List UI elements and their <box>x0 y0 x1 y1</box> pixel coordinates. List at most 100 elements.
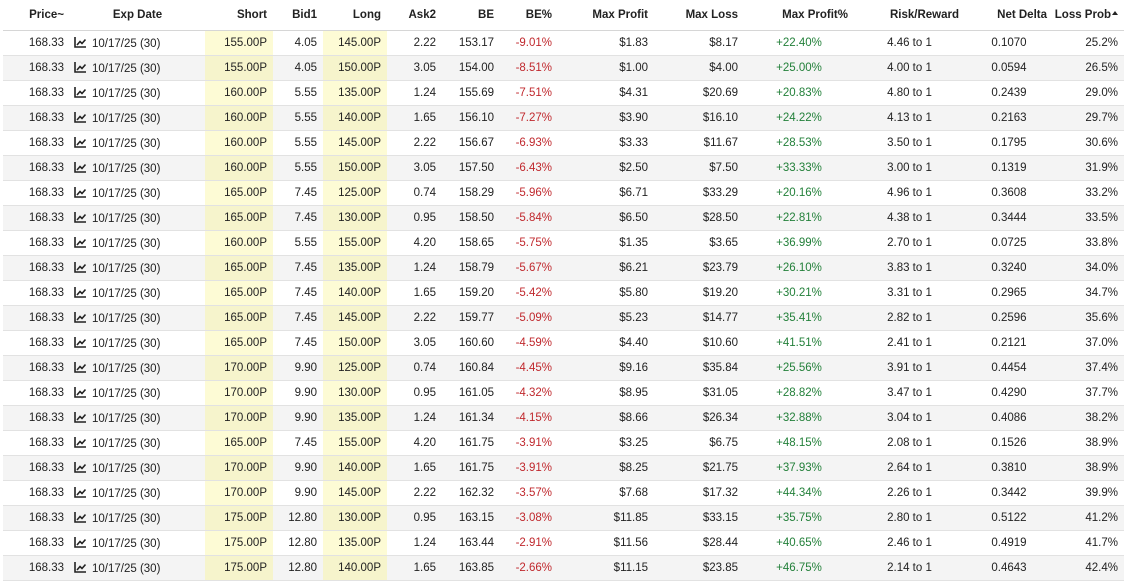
cell-net-delta: 0.0594 <box>965 55 1053 81</box>
cell-ask2: 1.24 <box>387 80 442 106</box>
col-header-risk-reward[interactable]: Risk/Reward <box>854 0 965 31</box>
chart-line-icon[interactable] <box>74 186 86 198</box>
cell-be: 159.20 <box>442 280 500 306</box>
table-row[interactable]: 168.33 10/17/25 (30) 160.00P 5.55 145.00P 2.2… <box>3 130 1124 156</box>
chart-line-icon[interactable] <box>74 36 86 48</box>
chart-line-icon[interactable] <box>74 61 86 73</box>
chart-line-icon[interactable] <box>74 511 86 523</box>
cell-risk-reward: 2.82 to 1 <box>854 305 965 331</box>
cell-be-pct: -4.45% <box>500 355 558 381</box>
cell-loss-prob: 38.9% <box>1053 455 1124 481</box>
table-row[interactable]: 168.33 10/17/25 (30) 175.00P 12.80 130.00P 0.… <box>3 505 1124 531</box>
chart-line-icon[interactable] <box>74 361 86 373</box>
chart-line-icon[interactable] <box>74 161 86 173</box>
table-row[interactable]: 168.33 10/17/25 (30) 175.00P 12.80 140.00P 1.… <box>3 555 1124 581</box>
table-row[interactable]: 168.33 10/17/25 (30) 170.00P 9.90 130.00P 0.9… <box>3 380 1124 406</box>
table-row[interactable]: 168.33 10/17/25 (30) 165.00P 7.45 135.00P 1.2… <box>3 255 1124 281</box>
cell-be: 160.84 <box>442 355 500 381</box>
col-header-bid1[interactable]: Bid1 <box>273 0 323 31</box>
table-row[interactable]: 168.33 10/17/25 (30) 165.00P 7.45 145.00P 2.2… <box>3 305 1124 331</box>
col-header-price[interactable]: Price~ <box>3 0 70 31</box>
cell-bid1: 9.90 <box>273 405 323 431</box>
chart-line-icon[interactable] <box>74 336 86 348</box>
table-row[interactable]: 168.33 10/17/25 (30) 165.00P 7.45 155.00P 4.2… <box>3 430 1124 456</box>
cell-exp-date: 10/17/25 (30) <box>70 505 205 531</box>
chart-line-icon[interactable] <box>74 311 86 323</box>
col-header-exp-date[interactable]: Exp Date <box>70 0 205 31</box>
cell-be-pct: -8.51% <box>500 55 558 81</box>
chart-line-icon[interactable] <box>74 486 86 498</box>
col-header-short[interactable]: Short <box>205 0 273 31</box>
chart-line-icon[interactable] <box>74 136 86 148</box>
sort-ascending-icon[interactable] <box>1112 11 1118 15</box>
col-header-max-loss[interactable]: Max Loss <box>654 0 744 31</box>
table-row[interactable]: 168.33 10/17/25 (30) 170.00P 9.90 140.00P 1.6… <box>3 455 1124 481</box>
cell-net-delta: 0.2439 <box>965 80 1053 106</box>
chart-line-icon[interactable] <box>74 386 86 398</box>
col-header-net-delta[interactable]: Net Delta <box>965 0 1053 31</box>
chart-line-icon[interactable] <box>74 111 86 123</box>
cell-be: 158.79 <box>442 255 500 281</box>
chart-line-icon[interactable] <box>74 86 86 98</box>
cell-bid1: 7.45 <box>273 430 323 456</box>
col-header-be[interactable]: BE <box>442 0 500 31</box>
col-header-risk-reward-label: Risk/Reward <box>889 9 959 21</box>
table-row[interactable]: 168.33 10/17/25 (30) 160.00P 5.55 150.00P 3.0… <box>3 155 1124 181</box>
cell-max-loss: $16.10 <box>654 105 744 131</box>
cell-ask2: 0.74 <box>387 180 442 206</box>
cell-exp-date-text: 10/17/25 (30) <box>92 337 161 350</box>
chart-line-icon[interactable] <box>74 236 86 248</box>
cell-be-pct: -4.15% <box>500 405 558 431</box>
table-row[interactable]: 168.33 10/17/25 (30) 160.00P 5.55 140.00P 1.6… <box>3 105 1124 131</box>
cell-max-profit: $4.31 <box>558 80 654 106</box>
cell-price: 168.33 <box>3 480 70 506</box>
cell-long: 135.00P <box>323 530 387 556</box>
cell-max-loss: $3.65 <box>654 230 744 256</box>
col-header-max-profit-pct[interactable]: Max Profit% <box>744 0 854 31</box>
chart-line-icon[interactable] <box>74 411 86 423</box>
table-row[interactable]: 168.33 10/17/25 (30) 160.00P 5.55 155.00P 4.2… <box>3 230 1124 256</box>
cell-be-pct: -5.42% <box>500 280 558 306</box>
chart-line-icon[interactable] <box>74 261 86 273</box>
cell-long: 125.00P <box>323 355 387 381</box>
table-row[interactable]: 168.33 10/17/25 (30) 155.00P 4.05 150.00P 3.0… <box>3 55 1124 81</box>
col-header-be-pct[interactable]: BE% <box>500 0 558 31</box>
cell-short: 160.00P <box>205 230 273 256</box>
col-header-loss-prob[interactable]: Loss Prob <box>1053 0 1124 31</box>
cell-exp-date-text: 10/17/25 (30) <box>92 187 161 200</box>
col-header-long[interactable]: Long <box>323 0 387 31</box>
col-header-max-profit-pct-label: Max Profit% <box>782 9 848 21</box>
cell-exp-date: 10/17/25 (30) <box>70 280 205 306</box>
table-row[interactable]: 168.33 10/17/25 (30) 165.00P 7.45 150.00P 3.0… <box>3 330 1124 356</box>
cell-ask2: 3.05 <box>387 55 442 81</box>
cell-exp-date: 10/17/25 (30) <box>70 555 205 581</box>
cell-ask2: 2.22 <box>387 30 442 56</box>
cell-exp-date: 10/17/25 (30) <box>70 80 205 106</box>
table-row[interactable]: 168.33 10/17/25 (30) 165.00P 7.45 125.00P 0.7… <box>3 180 1124 206</box>
cell-exp-date: 10/17/25 (30) <box>70 380 205 406</box>
chart-line-icon[interactable] <box>74 536 86 548</box>
col-header-ask2[interactable]: Ask2 <box>387 0 442 31</box>
chart-line-icon[interactable] <box>74 461 86 473</box>
chart-line-icon[interactable] <box>74 211 86 223</box>
table-row[interactable]: 168.33 10/17/25 (30) 160.00P 5.55 135.00P 1.2… <box>3 80 1124 106</box>
table-row[interactable]: 168.33 10/17/25 (30) 155.00P 4.05 145.00P 2.2… <box>3 30 1124 56</box>
table-row[interactable]: 168.33 10/17/25 (30) 165.00P 7.45 140.00P 1.6… <box>3 280 1124 306</box>
table-row[interactable]: 168.33 10/17/25 (30) 170.00P 9.90 125.00P 0.7… <box>3 355 1124 381</box>
chart-line-icon[interactable] <box>74 436 86 448</box>
cell-max-profit-pct: +20.83% <box>744 80 854 106</box>
cell-bid1: 9.90 <box>273 355 323 381</box>
table-row[interactable]: 168.33 10/17/25 (30) 170.00P 9.90 145.00P 2.2… <box>3 480 1124 506</box>
cell-max-loss: $19.20 <box>654 280 744 306</box>
table-row[interactable]: 168.33 10/17/25 (30) 170.00P 9.90 135.00P 1.2… <box>3 405 1124 431</box>
cell-exp-date-text: 10/17/25 (30) <box>92 312 161 325</box>
chart-line-icon[interactable] <box>74 561 86 573</box>
cell-risk-reward: 3.83 to 1 <box>854 255 965 281</box>
chart-line-icon[interactable] <box>74 286 86 298</box>
table-row[interactable]: 168.33 10/17/25 (30) 175.00P 12.80 135.00P 1.… <box>3 530 1124 556</box>
col-header-max-profit[interactable]: Max Profit <box>558 0 654 31</box>
cell-loss-prob: 38.9% <box>1053 430 1124 456</box>
table-row[interactable]: 168.33 10/17/25 (30) 165.00P 7.45 130.00P 0.9… <box>3 205 1124 231</box>
cell-max-loss: $28.44 <box>654 530 744 556</box>
cell-max-loss: $35.84 <box>654 355 744 381</box>
